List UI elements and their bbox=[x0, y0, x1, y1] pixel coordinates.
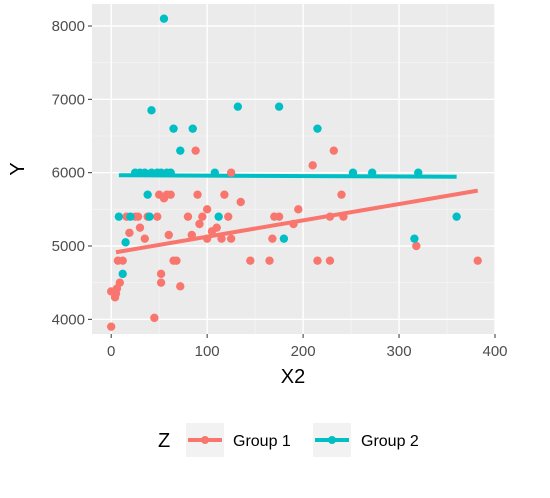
data-point-group-1 bbox=[164, 230, 173, 240]
data-point-group-1 bbox=[153, 212, 162, 221]
data-point-group-1 bbox=[198, 212, 207, 221]
data-point-group-1 bbox=[329, 146, 338, 155]
data-point-group-1 bbox=[473, 256, 482, 265]
data-point-group-2 bbox=[452, 212, 461, 221]
data-point-group-2 bbox=[118, 269, 127, 279]
data-point-group-1 bbox=[156, 269, 166, 279]
legend-label-group-2: Group 2 bbox=[361, 433, 419, 450]
data-point-group-2 bbox=[176, 146, 185, 155]
data-point-group-2 bbox=[414, 168, 423, 177]
x-axis-title: X2 bbox=[281, 366, 305, 388]
data-point-group-1 bbox=[224, 212, 233, 221]
data-point-group-1 bbox=[217, 234, 226, 243]
data-point-group-2 bbox=[121, 238, 130, 247]
data-point-group-1 bbox=[246, 256, 255, 265]
legend: Z Group 1 Group 2 bbox=[158, 423, 419, 457]
data-point-group-1 bbox=[187, 230, 196, 240]
data-point-group-1 bbox=[166, 190, 175, 199]
data-point-group-1 bbox=[135, 223, 145, 232]
data-point-group-2 bbox=[367, 168, 377, 177]
trend-line-group-2 bbox=[118, 173, 457, 179]
data-point-group-1 bbox=[150, 313, 159, 323]
data-point-group-2 bbox=[188, 124, 197, 133]
y-tick-label: 7000 bbox=[52, 91, 85, 108]
data-point-group-1 bbox=[195, 219, 204, 229]
data-point-group-1 bbox=[156, 278, 166, 287]
data-point-group-1 bbox=[193, 190, 202, 199]
data-point-group-1 bbox=[212, 223, 221, 232]
data-point-group-1 bbox=[325, 256, 335, 265]
data-point-group-1 bbox=[115, 278, 125, 287]
x-tick-label: 0 bbox=[107, 343, 115, 360]
data-point-group-2 bbox=[147, 168, 156, 177]
data-point-group-2 bbox=[313, 124, 322, 133]
data-point-group-1 bbox=[289, 219, 298, 229]
data-point-group-1 bbox=[274, 212, 284, 221]
data-point-group-1 bbox=[313, 256, 322, 265]
data-point-group-2 bbox=[233, 102, 243, 111]
data-point-group-1 bbox=[133, 212, 143, 221]
data-point-group-2 bbox=[214, 212, 223, 221]
data-point-group-1 bbox=[202, 205, 212, 214]
data-point-group-2 bbox=[114, 212, 124, 221]
data-point-group-2 bbox=[410, 234, 419, 243]
data-point-group-1 bbox=[172, 256, 181, 265]
data-point-group-2 bbox=[210, 168, 220, 177]
data-point-group-2 bbox=[145, 212, 154, 221]
data-point-group-1 bbox=[308, 161, 317, 170]
data-point-group-2 bbox=[143, 190, 152, 199]
trend-lines bbox=[115, 173, 479, 255]
x-tick-label: 300 bbox=[387, 343, 412, 360]
y-axis-ticks: 4000 5000 6000 7000 8000 bbox=[52, 18, 92, 328]
data-point-group-2 bbox=[147, 106, 156, 115]
data-point-group-1 bbox=[118, 256, 127, 265]
data-point-group-2 bbox=[274, 102, 284, 111]
y-tick-label: 5000 bbox=[52, 238, 85, 255]
data-point-group-1 bbox=[294, 205, 303, 214]
data-point-group-2 bbox=[348, 168, 358, 177]
legend-point-group-2 bbox=[328, 436, 336, 444]
trend-line-group-1 bbox=[115, 188, 479, 255]
data-point-group-1 bbox=[236, 197, 245, 207]
y-tick-label: 8000 bbox=[52, 18, 85, 35]
data-point-group-1 bbox=[191, 146, 200, 155]
data-point-group-2 bbox=[166, 168, 175, 177]
data-point-group-2 bbox=[156, 168, 166, 177]
x-axis-ticks: 0 100 200 300 400 bbox=[107, 334, 508, 360]
legend-point-group-1 bbox=[201, 436, 209, 444]
data-point-group-1 bbox=[220, 190, 229, 199]
data-points bbox=[106, 14, 482, 331]
legend-label-group-1: Group 1 bbox=[233, 433, 291, 450]
data-point-group-1 bbox=[183, 212, 193, 221]
data-point-group-1 bbox=[140, 234, 149, 243]
x-tick-label: 200 bbox=[291, 343, 316, 360]
data-point-group-2 bbox=[159, 14, 169, 23]
data-point-group-2 bbox=[126, 212, 135, 221]
legend-title: Z bbox=[158, 430, 170, 452]
data-point-group-1 bbox=[339, 212, 348, 221]
data-point-group-1 bbox=[202, 234, 212, 243]
data-point-group-1 bbox=[412, 241, 421, 251]
data-point-group-1 bbox=[226, 234, 236, 243]
data-point-group-2 bbox=[140, 168, 149, 177]
data-point-group-1 bbox=[106, 322, 116, 331]
x-tick-label: 100 bbox=[195, 343, 220, 360]
data-point-group-1 bbox=[176, 282, 185, 291]
data-point-group-1 bbox=[325, 212, 335, 221]
data-point-group-1 bbox=[268, 234, 277, 243]
x-tick-label: 400 bbox=[482, 343, 507, 360]
data-point-group-1 bbox=[226, 168, 236, 177]
y-axis-title: Y bbox=[7, 162, 29, 175]
data-point-group-2 bbox=[279, 234, 289, 243]
data-point-group-1 bbox=[337, 190, 346, 199]
y-tick-label: 6000 bbox=[52, 165, 85, 182]
data-point-group-1 bbox=[125, 228, 134, 237]
data-point-group-2 bbox=[169, 124, 178, 133]
y-tick-label: 4000 bbox=[52, 311, 85, 328]
data-point-group-1 bbox=[265, 256, 274, 265]
